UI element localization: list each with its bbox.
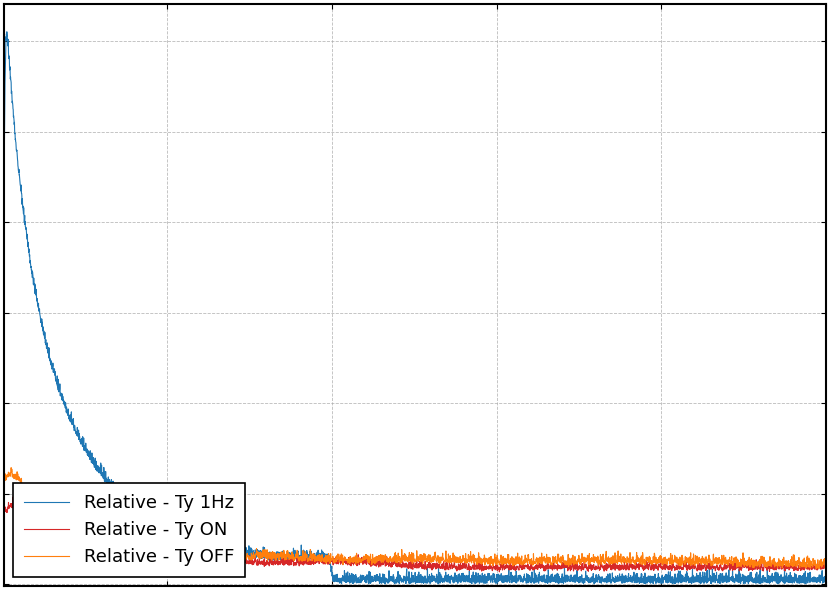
- Line: Relative - Ty OFF: Relative - Ty OFF: [4, 468, 826, 571]
- Relative - Ty ON: [390, 558, 400, 565]
- Relative - Ty ON: [7, 494, 17, 501]
- Relative - Ty OFF: [390, 553, 400, 560]
- Relative - Ty 1Hz: [648, 581, 658, 588]
- Relative - Ty 1Hz: [596, 579, 606, 586]
- Relative - Ty 1Hz: [755, 567, 765, 574]
- Relative - Ty ON: [0, 532, 9, 539]
- Relative - Ty ON: [796, 565, 806, 572]
- Relative - Ty OFF: [344, 557, 354, 564]
- Relative - Ty OFF: [821, 568, 830, 575]
- Relative - Ty 1Hz: [344, 570, 354, 577]
- Line: Relative - Ty 1Hz: Relative - Ty 1Hz: [4, 32, 826, 584]
- Relative - Ty 1Hz: [796, 575, 806, 582]
- Relative - Ty OFF: [351, 558, 361, 565]
- Line: Relative - Ty ON: Relative - Ty ON: [4, 497, 826, 575]
- Relative - Ty ON: [821, 572, 830, 579]
- Relative - Ty OFF: [796, 559, 806, 566]
- Relative - Ty OFF: [6, 464, 16, 471]
- Relative - Ty ON: [351, 559, 361, 566]
- Relative - Ty ON: [596, 560, 606, 568]
- Relative - Ty 1Hz: [351, 573, 361, 580]
- Relative - Ty OFF: [0, 510, 9, 517]
- Relative - Ty 1Hz: [821, 578, 830, 585]
- Relative - Ty OFF: [755, 561, 765, 568]
- Relative - Ty 1Hz: [390, 580, 400, 587]
- Relative - Ty ON: [755, 562, 765, 569]
- Relative - Ty OFF: [596, 555, 606, 562]
- Relative - Ty ON: [344, 561, 354, 568]
- Relative - Ty 1Hz: [2, 28, 12, 35]
- Legend: Relative - Ty 1Hz, Relative - Ty ON, Relative - Ty OFF: Relative - Ty 1Hz, Relative - Ty ON, Rel…: [13, 483, 245, 577]
- Relative - Ty 1Hz: [0, 166, 9, 173]
